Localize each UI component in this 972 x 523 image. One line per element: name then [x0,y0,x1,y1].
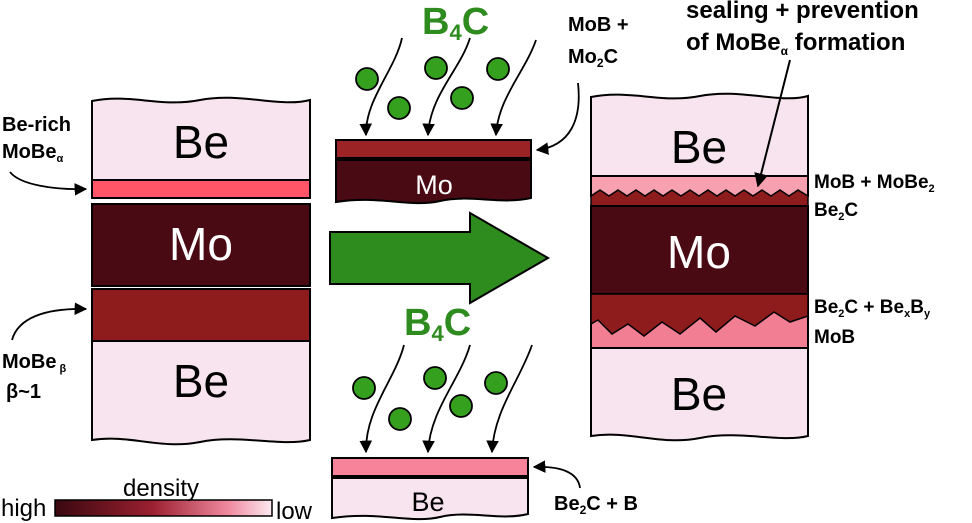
density-gradient-bar [54,499,273,517]
sealing-title-line1: sealing + prevention [686,0,919,24]
b4c-particle [423,366,447,390]
transformation-arrow [329,211,551,305]
sealing-pointer-arrow [754,59,791,188]
left-be-bottom-text: Be [173,355,229,407]
b4c-particle [352,376,376,400]
legend-low-label: low [276,498,313,523]
right-mo-layer [590,205,809,295]
mob-label: MoB [814,327,855,348]
right-be-bottom-layer [590,347,809,442]
top-middle-group: B4C Mo MoB + Mo2C [335,1,629,205]
deposition-arrow [490,39,537,137]
left-labels: Be-rich MoBeα MoBe β β~1 [2,114,88,403]
mob-mo2c-label-line2: Mo2C [568,46,618,70]
top-b4c-layer [335,139,532,159]
be2c-label: Be2C [814,200,858,223]
deposition-arrow [486,344,533,454]
mobe-beta-label-line2: β~1 [6,381,41,403]
b4c-particle [484,371,508,395]
right-be2c-zigzag-layer [590,189,809,207]
b4c-particle [424,56,448,80]
bottom-be-text: Be [411,487,444,517]
left-stack: Be Mo Be [91,96,311,446]
left-be-top-layer [91,96,311,181]
b4c-particle [355,67,379,91]
top-mo-substrate [335,159,532,205]
bottom-b4c-label: B4C [404,302,471,346]
right-mo-text: Mo [667,226,731,278]
bottom-middle-group: B4C Be Be2C + B [331,302,638,521]
right-be-top-text: Be [671,121,727,173]
left-mobe-beta-layer [91,288,311,342]
left-mo-text: Mo [169,218,233,270]
top-b4c-label: B4C [422,1,489,45]
be-rich-label-line2: MoBeα [2,141,63,165]
be2c-b-pointer-arrow [532,460,581,489]
deposition-arrow [359,344,405,454]
right-be2c-bexby-zigzag-layer [590,293,809,337]
left-be-bottom-layer [91,340,311,446]
mob-mobe2-label: MoB + MoBe2 [814,172,935,195]
mobe-beta-label-line1: MoBe β [2,351,66,375]
be-rich-pointer-arrow [9,171,88,196]
left-be-rich-layer [91,179,311,199]
sealing-title-line2: of MoBeα formation [686,29,905,58]
deposition-arrow [422,344,471,454]
deposition-arrow [422,37,471,137]
left-be-top-text: Be [173,116,229,168]
legend-high-label: high [1,495,46,522]
b4c-particle [388,407,412,431]
be-rich-label-line1: Be-rich [2,114,71,136]
deposition-arrow [359,37,403,137]
bottom-be-substrate [331,477,529,521]
right-be-top-layer [590,92,809,177]
mob-mo2c-pointer-arrow [535,82,580,155]
b4c-particle [450,86,474,110]
right-labels: sealing + prevention of MoBeα formation … [686,0,935,348]
mob-mo2c-label-line1: MoB + [568,14,629,36]
b4c-particle [387,96,411,120]
top-mo-text: Mo [415,170,453,200]
be2c-bexby-label: Be2C + BexBy [814,297,931,320]
mobe-beta-pointer-arrow [11,302,88,341]
left-mo-layer [91,203,311,287]
right-be-bottom-text: Be [671,368,727,420]
be2c-b-label: Be2C + B [554,493,638,517]
legend-density-title: density [123,475,199,502]
density-legend: high density low [1,475,313,523]
bottom-b4c-layer [331,457,529,477]
right-stack: Be Mo Be [590,92,809,442]
b4c-particle [486,57,510,81]
b4c-particle [449,394,473,418]
